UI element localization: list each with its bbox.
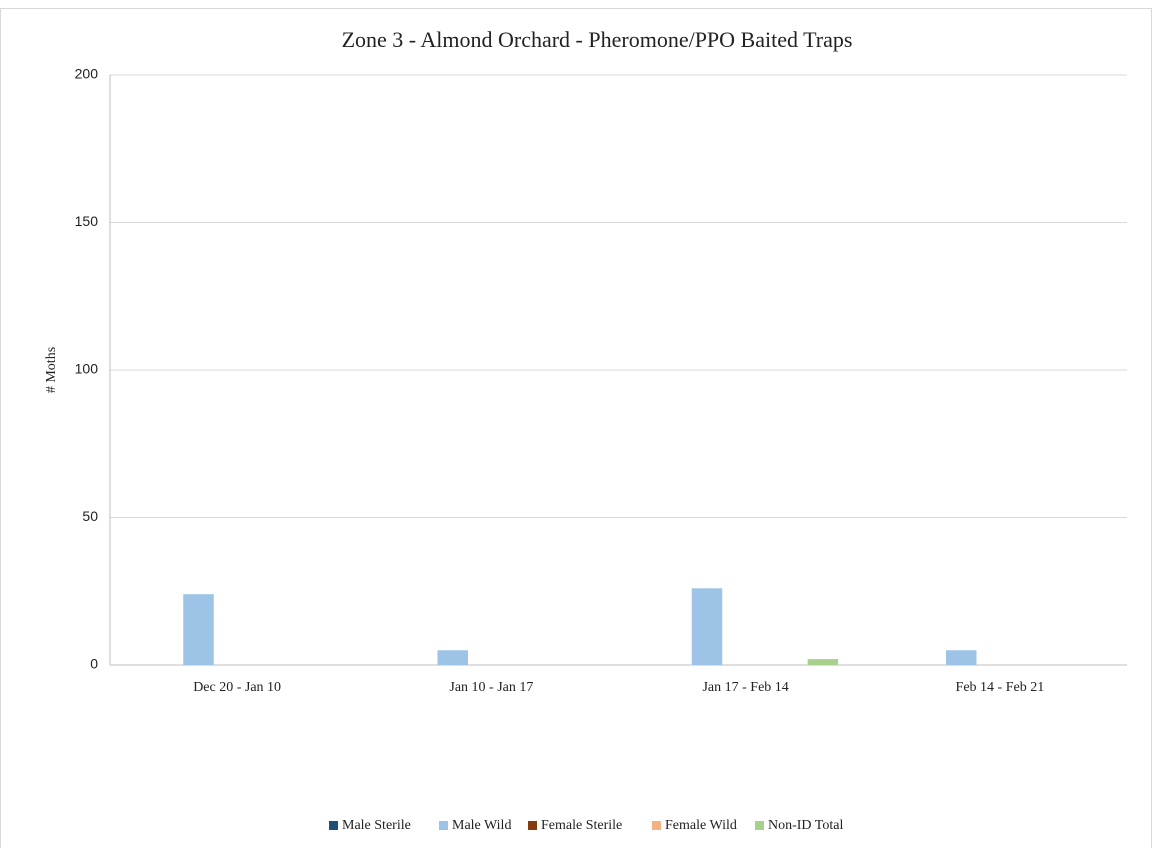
y-tick-label: 150 bbox=[75, 213, 99, 229]
y-tick-label: 0 bbox=[90, 656, 98, 672]
chart-title: Zone 3 - Almond Orchard - Pheromone/PPO … bbox=[342, 27, 853, 52]
legend-swatch bbox=[528, 821, 537, 830]
legend-swatch bbox=[652, 821, 661, 830]
legend-swatch bbox=[329, 821, 338, 830]
x-tick-label: Feb 14 - Feb 21 bbox=[956, 680, 1045, 695]
y-tick-label: 200 bbox=[75, 66, 99, 82]
legend-swatch bbox=[439, 821, 448, 830]
y-axis-label: # Moths bbox=[44, 347, 59, 393]
legend-swatch bbox=[755, 821, 764, 830]
bar bbox=[945, 650, 977, 665]
legend-label: Male Wild bbox=[452, 818, 511, 833]
legend-label: Female Wild bbox=[665, 818, 737, 833]
x-tick-label: Jan 10 - Jan 17 bbox=[449, 680, 533, 695]
bar bbox=[437, 650, 468, 665]
legend-label: Non-ID Total bbox=[768, 818, 843, 833]
legend-label: Male Sterile bbox=[342, 818, 411, 833]
legend-label: Female Sterile bbox=[541, 818, 622, 833]
y-tick-label: 50 bbox=[82, 508, 98, 524]
x-tick-label: Jan 17 - Feb 14 bbox=[702, 680, 788, 695]
bar bbox=[691, 588, 723, 665]
chart-frame bbox=[0, 8, 1152, 848]
x-tick-label: Dec 20 - Jan 10 bbox=[193, 680, 281, 695]
bar bbox=[807, 659, 839, 665]
bar bbox=[183, 594, 214, 665]
y-tick-label: 100 bbox=[75, 361, 99, 377]
